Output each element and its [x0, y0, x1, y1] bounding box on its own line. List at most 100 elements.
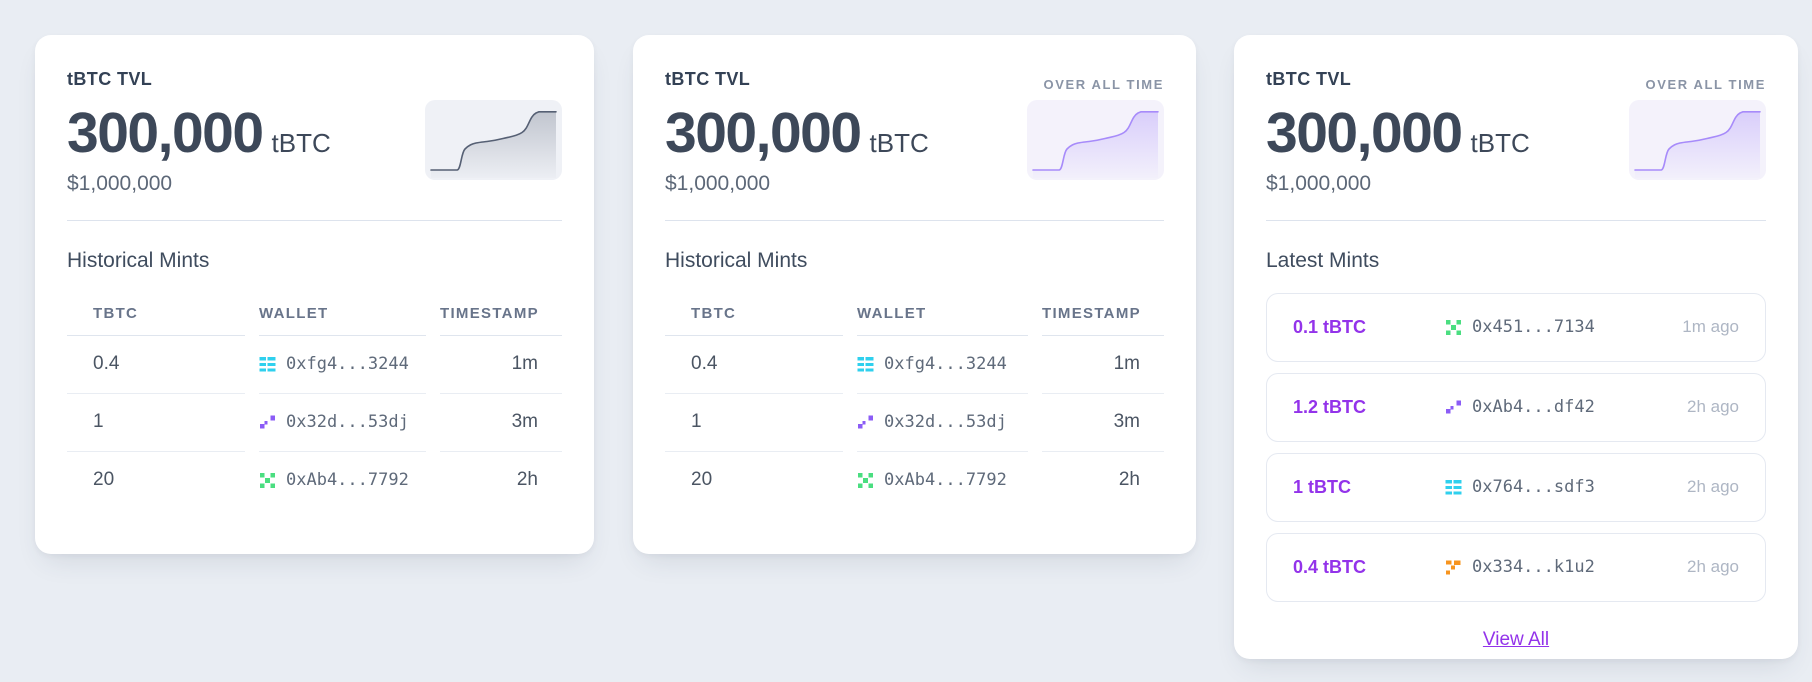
wallet-identicon-corners-icon [259, 415, 275, 429]
table-row: 1 0x32d...53dj 3m [665, 394, 1164, 452]
card-title: tBTC TVL [1266, 69, 1352, 89]
wallet-address-link[interactable]: 0xAb4...df42 [1445, 397, 1687, 417]
wallet-address: 0x334...k1u2 [1472, 557, 1595, 578]
mint-list-item[interactable]: 1 tBTC 0x764...sdf3 2h ago [1266, 452, 1766, 522]
wallet-identicon-x-icon [260, 472, 275, 488]
period-label: OVER ALL TIME [1645, 77, 1766, 92]
column-header-timestamp: TIMESTAMP [1042, 297, 1164, 336]
mint-amount: 1.2 tBTC [1293, 396, 1367, 417]
mint-amount: 0.4 tBTC [1293, 556, 1367, 577]
tvl-sparkline-chart [1027, 100, 1164, 180]
view-all-link[interactable]: View All [1482, 628, 1550, 650]
tvl-section: tBTC TVL 300,000 tBTC $1,000,000 OVER AL… [1266, 65, 1766, 196]
tvl-amount-row: 300,000 tBTC [665, 101, 929, 165]
historical-mints-table: TBTC WALLET TIMESTAMP 0.4 0xfg4...3244 1… [67, 297, 562, 509]
mint-list-item[interactable]: 0.1 tBTC 0x451...7134 1m ago [1266, 292, 1766, 362]
sparkline-svg [430, 111, 557, 178]
cell-tbtc: 0.4 [665, 336, 843, 394]
section-title: Latest Mints [1266, 248, 1380, 272]
tvl-chart-column: OVER ALL TIME [1027, 77, 1164, 196]
wallet-identicon-bars-icon [259, 356, 276, 372]
tvl-stats: tBTC TVL 300,000 tBTC $1,000,000 [67, 65, 331, 196]
tvl-amount: 300,000 [665, 101, 862, 165]
period-label: OVER ALL TIME [1043, 77, 1164, 92]
mint-time-ago: 2h ago [1687, 557, 1739, 577]
tvl-card-historical-2: tBTC TVL 300,000 tBTC $1,000,000 OVER AL… [633, 35, 1196, 554]
tvl-chart-column: OVER ALL TIME [1629, 77, 1766, 196]
wallet-identicon-corners-icon [1445, 400, 1461, 414]
section-divider [665, 219, 1164, 221]
wallet-identicon-x-icon [858, 472, 873, 488]
table-row: 1 0x32d...53dj 3m [67, 394, 562, 452]
mint-list-item[interactable]: 1.2 tBTC 0xAb4...df42 2h ago [1266, 372, 1766, 442]
wallet-identicon-bars-icon [857, 356, 874, 372]
wallet-address-link[interactable]: 0x32d...53dj [857, 412, 1007, 432]
table-header-row: TBTC WALLET TIMESTAMP [67, 297, 562, 336]
tvl-card-historical-1: tBTC TVL 300,000 tBTC $1,000,000 [35, 35, 594, 554]
mint-list-item[interactable]: 0.4 tBTC 0x334...k1u2 2h ago [1266, 532, 1766, 602]
wallet-address: 0xAb4...df42 [1472, 397, 1595, 418]
tvl-usd-value: $1,000,000 [1266, 171, 1372, 195]
tvl-stats: tBTC TVL 300,000 tBTC $1,000,000 [665, 65, 929, 196]
section-title: Historical Mints [67, 248, 210, 272]
wallet-address-link[interactable]: 0xfg4...3244 [857, 354, 1007, 374]
tvl-usd-value: $1,000,000 [665, 171, 771, 195]
wallet-address-link[interactable]: 0xAb4...7792 [857, 470, 1007, 490]
tvl-unit: tBTC [1470, 128, 1530, 158]
tvl-sparkline-chart [425, 100, 562, 180]
card-title: tBTC TVL [67, 69, 153, 89]
column-header-wallet: WALLET [857, 297, 1028, 336]
mint-time-ago: 2h ago [1687, 477, 1739, 497]
sparkline-svg [1032, 111, 1159, 178]
wallet-address: 0xAb4...7792 [286, 470, 409, 491]
table-row: 20 0xAb4...7792 2h [665, 452, 1164, 509]
column-header-wallet: WALLET [259, 297, 426, 336]
cell-timestamp: 1m [1042, 336, 1164, 394]
wallet-address-link[interactable]: 0x334...k1u2 [1445, 557, 1687, 577]
view-all-container: View All [1266, 629, 1766, 651]
cell-timestamp: 2h [516, 469, 538, 491]
wallet-address-link[interactable]: 0xAb4...7792 [259, 470, 409, 490]
table-header-row: TBTC WALLET TIMESTAMP [665, 297, 1164, 336]
tvl-unit: tBTC [271, 128, 331, 158]
wallet-address-link[interactable]: 0x32d...53dj [259, 412, 409, 432]
cell-tbtc: 20 [691, 469, 713, 491]
column-header-timestamp: TIMESTAMP [440, 297, 562, 336]
mint-time-ago: 1m ago [1682, 317, 1739, 337]
cell-tbtc: 1 [67, 394, 245, 452]
tvl-sparkline-chart [1629, 100, 1766, 180]
tvl-amount: 300,000 [67, 101, 264, 165]
column-header-tbtc: TBTC [67, 297, 245, 336]
wallet-address-link[interactable]: 0x764...sdf3 [1445, 477, 1687, 497]
wallet-address-link[interactable]: 0x451...7134 [1445, 317, 1682, 337]
latest-mints-list: 0.1 tBTC 0x451...7134 1m ago 1.2 tBTC 0x… [1266, 292, 1766, 602]
tvl-stats: tBTC TVL 300,000 tBTC $1,000,000 [1266, 65, 1530, 196]
section-title: Historical Mints [665, 248, 808, 272]
tvl-section: tBTC TVL 300,000 tBTC $1,000,000 [67, 65, 562, 196]
tvl-section: tBTC TVL 300,000 tBTC $1,000,000 OVER AL… [665, 65, 1164, 196]
mint-amount: 0.1 tBTC [1293, 316, 1367, 337]
tvl-unit: tBTC [869, 128, 929, 158]
wallet-address: 0xfg4...3244 [286, 354, 409, 375]
tvl-amount-row: 300,000 tBTC [67, 101, 331, 165]
table-row: 0.4 0xfg4...3244 1m [67, 336, 562, 394]
section-divider [67, 219, 562, 221]
tvl-card-latest-mints: tBTC TVL 300,000 tBTC $1,000,000 OVER AL… [1234, 35, 1798, 659]
wallet-address: 0x32d...53dj [884, 412, 1007, 433]
cell-tbtc: 0.4 [67, 336, 245, 394]
wallet-address: 0x764...sdf3 [1472, 477, 1595, 498]
wallet-address: 0xfg4...3244 [884, 354, 1007, 375]
cell-timestamp: 3m [1042, 394, 1164, 452]
sparkline-svg [1634, 111, 1761, 178]
wallet-identicon-x-icon [1446, 319, 1461, 335]
wallet-identicon-bars-icon [1445, 479, 1462, 495]
wallet-address: 0xAb4...7792 [884, 470, 1007, 491]
wallet-address-link[interactable]: 0xfg4...3244 [259, 354, 409, 374]
historical-mints-table: TBTC WALLET TIMESTAMP 0.4 0xfg4...3244 1… [665, 297, 1164, 509]
section-divider [1266, 219, 1766, 221]
cell-tbtc: 20 [93, 469, 115, 491]
tvl-usd-value: $1,000,000 [67, 171, 173, 195]
column-header-tbtc: TBTC [665, 297, 843, 336]
wallet-address: 0x451...7134 [1472, 317, 1595, 338]
